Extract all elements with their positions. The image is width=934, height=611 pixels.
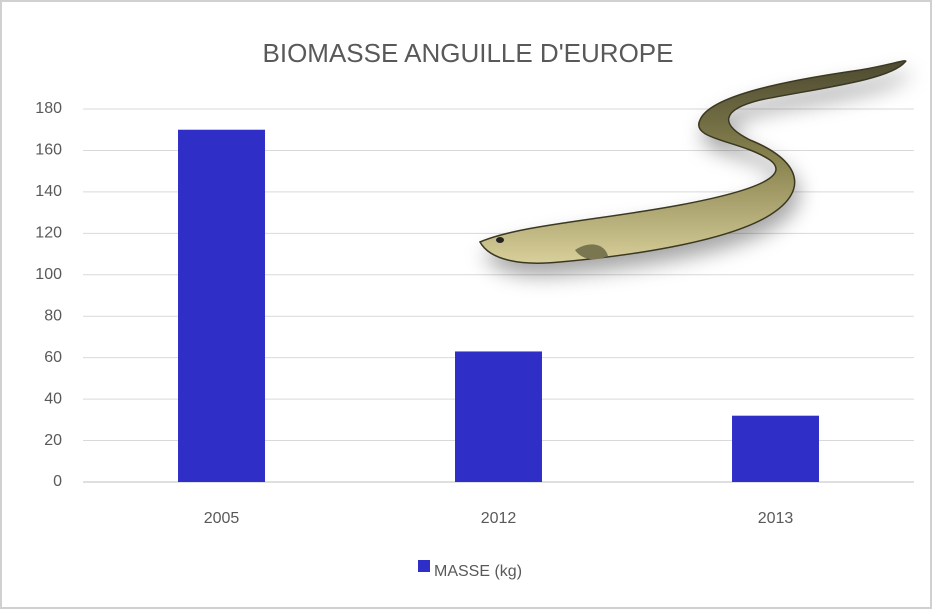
y-tick-label: 140 <box>35 183 62 200</box>
x-tick-label: 2013 <box>758 510 794 527</box>
legend-swatch <box>418 560 430 572</box>
y-tick-label: 180 <box>35 100 62 117</box>
y-tick-label: 40 <box>44 390 62 407</box>
legend-label: MASSE (kg) <box>434 563 522 580</box>
y-tick-label: 0 <box>53 473 62 490</box>
x-tick-label: 2005 <box>204 510 240 527</box>
y-tick-label: 160 <box>35 142 62 159</box>
page: BIOMASSE ANGUILLE D'EUROPE 0 20 40 60 80 100 1… <box>0 0 934 611</box>
x-tick-label: 2012 <box>481 510 517 527</box>
chart-title: BIOMASSE ANGUILLE D'EUROPE <box>263 38 674 68</box>
chart: BIOMASSE ANGUILLE D'EUROPE 0 20 40 60 80 100 1… <box>0 0 934 611</box>
y-tick-label: 80 <box>44 307 62 324</box>
y-tick-label: 100 <box>35 266 62 283</box>
bar <box>178 130 265 482</box>
y-tick-label: 20 <box>44 432 62 449</box>
bar <box>455 351 542 482</box>
y-tick-label: 60 <box>44 349 62 366</box>
bar <box>732 416 819 482</box>
y-tick-label: 120 <box>35 225 62 242</box>
